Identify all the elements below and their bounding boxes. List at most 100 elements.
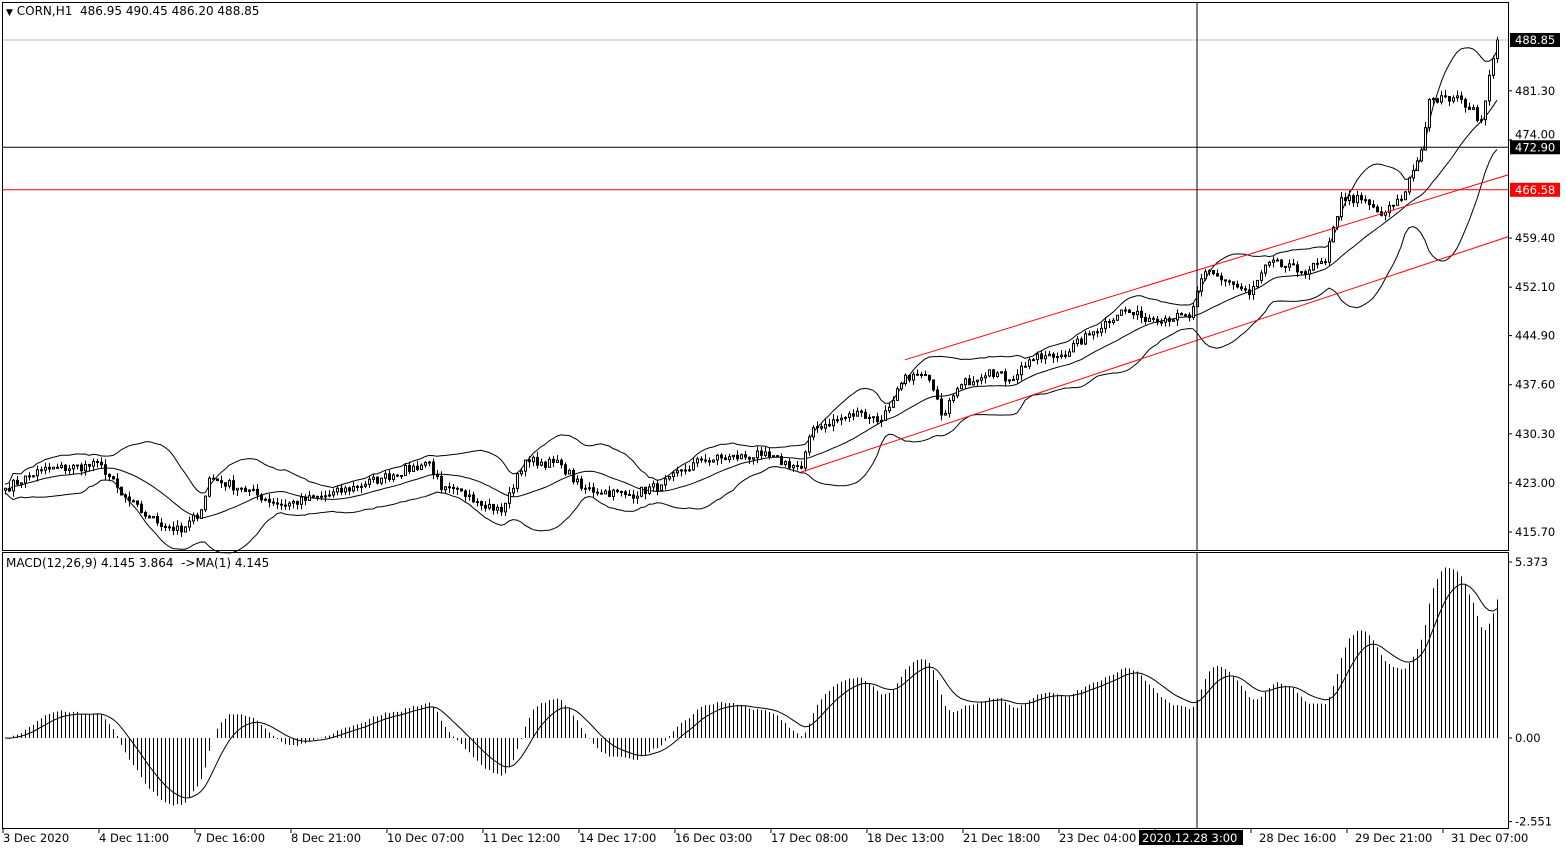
candle-body <box>412 465 415 472</box>
candle-body <box>88 463 91 467</box>
time-label: 21 Dec 18:00 <box>963 831 1040 845</box>
candle-body <box>1420 149 1423 162</box>
candle-body <box>916 373 919 376</box>
candle-body <box>1084 333 1087 345</box>
candle-body <box>1208 270 1211 273</box>
candle-body <box>968 378 971 386</box>
candle-body <box>924 374 927 377</box>
candle-body <box>316 495 319 498</box>
candle-body <box>708 460 711 463</box>
candle-body <box>800 465 803 469</box>
candle-body <box>1212 270 1215 275</box>
candle-body <box>816 426 819 429</box>
candle-body <box>900 382 903 390</box>
candle-body <box>676 470 679 474</box>
candle-body <box>380 477 383 484</box>
triangle-down-icon[interactable]: ▼ <box>6 8 13 18</box>
candle-body <box>1324 261 1327 264</box>
candle-body <box>120 486 123 496</box>
candle-body <box>36 469 39 477</box>
candle-body <box>1016 374 1019 380</box>
candle-body <box>1304 271 1307 275</box>
candle-body <box>20 482 23 485</box>
candle-body <box>740 454 743 460</box>
candle-body <box>1152 317 1155 320</box>
candle-body <box>80 464 83 472</box>
candle-body <box>1412 170 1415 179</box>
candle-body <box>1140 310 1143 318</box>
candle-body <box>1484 100 1487 121</box>
candle-body <box>300 496 303 505</box>
candle-body <box>184 526 187 533</box>
candle-body <box>372 476 375 480</box>
candle-body <box>648 486 651 494</box>
price-tick-label: 437.60 <box>1515 378 1555 392</box>
candle-body <box>1028 359 1031 367</box>
candle-body <box>56 466 59 469</box>
candle-body <box>892 399 895 408</box>
candle-body <box>228 480 231 487</box>
candle-body <box>712 459 715 463</box>
candle-body <box>440 475 443 491</box>
candle-body <box>148 515 151 519</box>
price-pane-border <box>2 2 1509 551</box>
candle-body <box>352 485 355 492</box>
candle-body <box>724 457 727 461</box>
candle-body <box>288 502 291 507</box>
candle-body <box>72 464 75 470</box>
candle-body <box>644 486 647 494</box>
trend-channel-line[interactable] <box>904 174 1509 361</box>
time-label: 8 Dec 21:00 <box>291 831 361 845</box>
candle-body <box>1320 261 1323 264</box>
candle-body <box>472 494 475 503</box>
candle-body <box>1064 354 1067 357</box>
candle-body <box>560 459 563 466</box>
candle-body <box>820 426 823 429</box>
price-tick-label: 430.30 <box>1515 427 1555 441</box>
candle-body <box>1192 306 1195 318</box>
candle-body <box>92 460 95 467</box>
candle-body <box>1012 378 1015 381</box>
candle-body <box>1284 265 1287 268</box>
candle-body <box>448 486 451 489</box>
candle-body <box>140 503 143 514</box>
candle-body <box>1216 273 1219 277</box>
candle-body <box>260 494 263 501</box>
candle-body <box>788 461 791 469</box>
candle-body <box>1292 263 1295 266</box>
candle-body <box>1224 279 1227 282</box>
candle-body <box>64 464 67 471</box>
candle-body <box>572 469 575 483</box>
price-pane[interactable] <box>3 3 1509 554</box>
candle-body <box>1360 194 1363 201</box>
candle-body <box>1456 95 1459 99</box>
candle-body <box>1048 353 1051 357</box>
candle-body <box>772 455 775 458</box>
time-label: 31 Dec 07:00 <box>1451 831 1528 845</box>
candle-body <box>1160 321 1163 324</box>
candle-body <box>1476 107 1479 121</box>
candle-body <box>588 487 591 490</box>
candle-body <box>1428 99 1431 129</box>
candle-body <box>704 459 707 462</box>
candle-body <box>1252 286 1255 296</box>
candle-body <box>768 451 771 458</box>
candle-body <box>1276 259 1279 262</box>
macd-pane[interactable] <box>4 553 1498 828</box>
candle-body <box>1436 98 1439 103</box>
candle-body <box>1256 279 1259 288</box>
candle-body <box>736 454 739 460</box>
trend-channel-line[interactable] <box>800 236 1509 473</box>
candle-body <box>1184 314 1187 317</box>
candle-body <box>1464 99 1467 108</box>
candle-body <box>952 395 955 401</box>
candle-body <box>1136 310 1139 316</box>
candle-body <box>896 388 899 401</box>
candle-body <box>1356 194 1359 204</box>
candle-body <box>1120 309 1123 316</box>
price-tick-label: 444.90 <box>1515 329 1555 343</box>
candle-body <box>1036 353 1039 361</box>
crosshair-time-label: 2020.12.28 3:00 <box>1142 831 1237 845</box>
time-label: 23 Dec 04:00 <box>1059 831 1136 845</box>
